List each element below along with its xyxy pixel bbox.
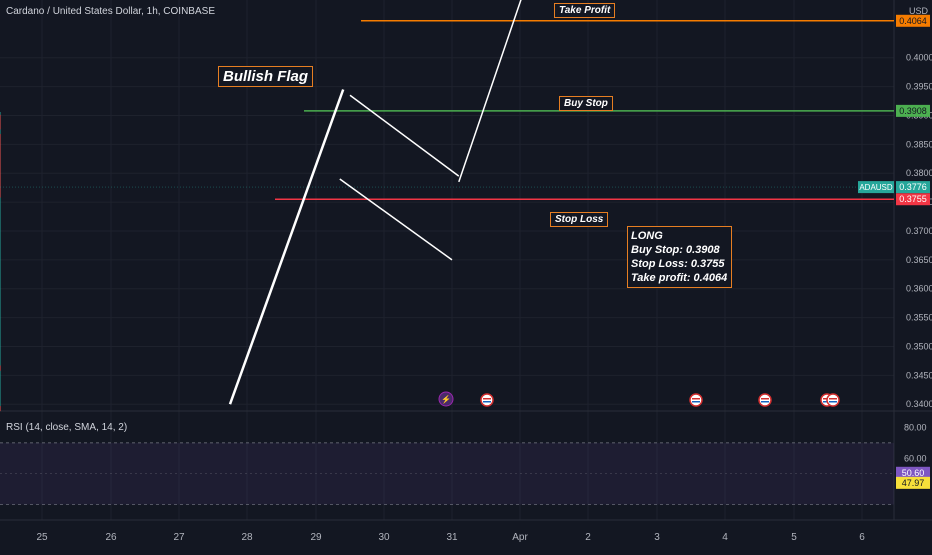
stop-loss-price-tag: 0.3755 xyxy=(899,194,927,204)
buy-stop-price-tag: 0.3908 xyxy=(899,106,927,116)
last-price-tag: 0.3776 xyxy=(899,182,927,192)
buy-stop-price-tag-bg xyxy=(896,104,930,117)
x-tick-label: 30 xyxy=(378,532,390,543)
projection-line xyxy=(458,0,522,183)
x-tick-label: 3 xyxy=(654,532,660,543)
x-tick-label: 4 xyxy=(722,532,728,543)
x-tick-label: 6 xyxy=(859,532,865,543)
us-flag-stripe xyxy=(829,401,837,403)
y-tick-label: 0.4000 xyxy=(906,53,932,63)
us-flag-event-icon xyxy=(758,393,772,407)
us-flag-stripe xyxy=(483,401,491,403)
us-flag-event-icon xyxy=(826,393,840,407)
y-tick-label: 0.3650 xyxy=(906,255,932,265)
y-tick-label: 0.3500 xyxy=(906,341,932,351)
take-profit-price-tag: 0.4064 xyxy=(899,16,927,26)
rsi-title: RSI (14, close, SMA, 14, 2) xyxy=(6,422,128,433)
y-tick-label: 0.3550 xyxy=(906,313,932,323)
rsi-value-tag: 50.60 xyxy=(902,468,925,478)
y-tick-label: 0.3950 xyxy=(906,82,932,92)
x-tick-label: 28 xyxy=(241,532,253,543)
currency-label: USD xyxy=(908,6,928,16)
stop-loss-annotation: Stop Loss xyxy=(550,212,609,227)
rsi-value-tag-bg xyxy=(896,466,930,479)
us-flag-stripe xyxy=(761,401,769,403)
take-profit-annotation: Take Profit xyxy=(554,3,616,18)
bullish-flag-annotation: Bullish Flag xyxy=(218,66,314,87)
x-tick-label: 2 xyxy=(585,532,591,543)
trade-take-profit: Take profit: 0.4064 xyxy=(631,272,728,284)
buy-stop-annotation: Buy Stop xyxy=(559,96,613,111)
stop-loss-price-tag-bg xyxy=(896,193,930,206)
x-tick-label: 27 xyxy=(173,532,185,543)
y-tick-label: 0.3400 xyxy=(906,399,932,409)
symbol-title: Cardano / United States Dollar, 1h, COIN… xyxy=(6,6,215,17)
flag-channel-upper xyxy=(349,94,460,177)
flagpole-line xyxy=(228,89,345,405)
rsi-ma-tag: 47.97 xyxy=(902,478,925,488)
trade-stop-loss: Stop Loss: 0.3755 xyxy=(631,258,725,270)
us-flag-event-icon xyxy=(480,393,494,407)
trade-info-box: LONG Buy Stop: 0.3908 Stop Loss: 0.3755 … xyxy=(627,226,732,288)
y-tick-label: 0.3600 xyxy=(906,284,932,294)
take-profit-price-tag-bg xyxy=(896,14,930,27)
us-flag-stripe xyxy=(761,398,769,400)
lightning-event-icon xyxy=(438,391,454,407)
rsi-y-tick-label: 80.00 xyxy=(904,422,927,432)
us-flag-stripe xyxy=(692,401,700,403)
y-tick-label: 0.3850 xyxy=(906,139,932,149)
rsi-ma-tag-bg xyxy=(896,476,930,489)
y-tick-label: 0.3450 xyxy=(906,370,932,380)
flag-channel-lower xyxy=(339,178,453,261)
x-tick-label: 5 xyxy=(791,532,797,543)
x-tick-label: 25 xyxy=(36,532,48,543)
last-price-tag-bg xyxy=(896,181,930,194)
y-tick-label: 0.3800 xyxy=(906,168,932,178)
x-tick-label: Apr xyxy=(512,532,528,543)
rsi-y-tick-label: 60.00 xyxy=(904,453,927,463)
us-flag-stripe xyxy=(692,398,700,400)
lightning-glyph: ⚡ xyxy=(441,394,451,404)
us-flag-stripe xyxy=(483,398,491,400)
y-tick-label: 0.3700 xyxy=(906,226,932,236)
us-flag-stripe xyxy=(829,398,837,400)
us-flag-event-icon xyxy=(689,393,703,407)
trade-side: LONG xyxy=(631,230,663,242)
x-tick-label: 29 xyxy=(310,532,322,543)
trade-buy-stop: Buy Stop: 0.3908 xyxy=(631,244,720,256)
x-tick-label: 26 xyxy=(105,532,117,543)
x-tick-label: 31 xyxy=(446,532,458,543)
symbol-tag-bg xyxy=(858,181,894,194)
symbol-tag: ADAUSD xyxy=(859,183,893,192)
